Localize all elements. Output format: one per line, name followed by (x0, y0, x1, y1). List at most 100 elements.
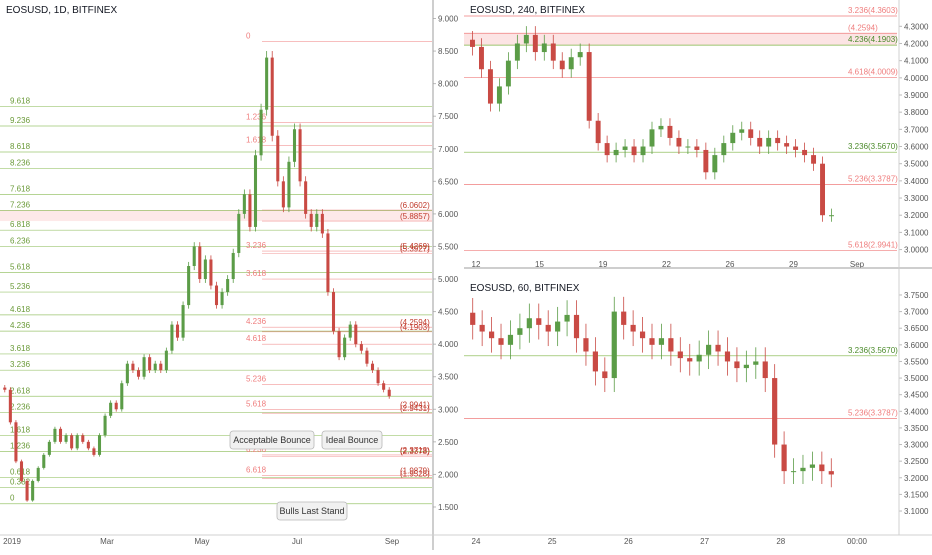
candle-body (809, 464, 816, 468)
time-tick-label: 2019 (3, 537, 21, 546)
callout-box (276, 501, 348, 521)
title-1h: EOSUSD, 60, BITFINEX (470, 283, 580, 294)
price-tick-label: 9.000 (438, 15, 459, 24)
price-tick-label: 8.000 (438, 80, 459, 89)
candle-body (81, 435, 85, 442)
time-tick-label: 15 (535, 260, 544, 269)
time-tick-label: 27 (700, 537, 709, 546)
fib-level-label-red: 4.236 (246, 317, 267, 326)
price-tick-label: 5.000 (438, 275, 459, 284)
price-tick-label: 3.6500 (904, 324, 929, 333)
candle-body (613, 149, 619, 156)
price-tick-label: 3.6000 (904, 341, 929, 350)
price-tick-label: 3.1500 (904, 490, 929, 499)
candle-body (668, 338, 674, 352)
fib-level-label-red: 4.618 (246, 334, 267, 343)
candle-body (611, 311, 617, 379)
fib-level-label: 8.236 (10, 158, 31, 167)
candle-body (470, 39, 475, 47)
price-tick-label: 3.2500 (904, 457, 929, 466)
fib-level-label: 3.618 (10, 344, 31, 353)
candle-body (604, 143, 610, 156)
candle-body (53, 428, 57, 442)
fib-level-label-red: 1.236 (246, 113, 267, 122)
price-tick-label: 4.0000 (904, 74, 929, 83)
candle-body (772, 378, 778, 445)
time-tick-label: 22 (662, 260, 671, 269)
candle-body (577, 52, 583, 58)
candle-body (259, 109, 263, 156)
candle-body (70, 435, 74, 449)
price-tick-label: 3.500 (438, 373, 459, 382)
price-tick-label: 6.000 (438, 210, 459, 219)
time-tick-label: May (194, 537, 209, 546)
candle-body (631, 146, 637, 156)
price-tick-label: 2.500 (438, 438, 459, 447)
candle-body (800, 467, 806, 472)
candle-body (592, 351, 598, 372)
price-tick-label: 3.5500 (904, 357, 929, 366)
price-tick-label: 3.000 (438, 405, 459, 414)
fib-level-price: (4.1903) (400, 323, 430, 332)
fib-level-label: 4.618 (10, 305, 31, 314)
candle-body (479, 324, 485, 332)
fib-level-label-red: 5.618 (246, 399, 267, 408)
candle-body (790, 471, 797, 473)
candle-body (320, 213, 324, 234)
fib-level-price: (2.3713) (400, 446, 430, 455)
fib-level-label-red: 0 (246, 31, 251, 40)
price-tick-label: 1.500 (438, 503, 459, 512)
candle-body (649, 338, 655, 345)
candle-body (175, 324, 180, 338)
candle-body (694, 146, 700, 150)
price-tick-label: 7.500 (438, 112, 459, 121)
panel-1h: 3.7500 3.7000 3.6500 3.6000 3.5500 3.5000 3.45… (464, 291, 929, 546)
resistance-zone (464, 33, 897, 46)
candle-body (192, 246, 196, 266)
fib-level-price: (2.9941) (400, 400, 430, 409)
candle-body (541, 43, 547, 53)
candle-body (505, 60, 511, 87)
candle-body (131, 363, 135, 371)
candle-body (559, 60, 565, 70)
candle-body (602, 371, 608, 379)
candle-body (287, 161, 291, 208)
candle-body (621, 311, 627, 325)
candle-body (514, 43, 520, 61)
candle-body (820, 163, 826, 216)
candle-body (550, 43, 556, 61)
candle-body (187, 266, 191, 306)
candle-body (237, 213, 241, 253)
fib-level-label-red: 3.618 (246, 269, 267, 278)
price-tick-label: 4.2000 (904, 39, 929, 48)
candle-body (564, 314, 570, 322)
candle-body (478, 46, 484, 70)
callout-label: Bulls Last Stand (279, 506, 344, 516)
candle-body (703, 149, 709, 173)
price-tick-label: 3.7000 (904, 125, 929, 134)
candle-body (743, 364, 749, 369)
candle-body (526, 318, 532, 329)
price-tick-label: 3.5000 (904, 160, 929, 169)
candle-body (640, 146, 646, 156)
candle-body (706, 344, 712, 355)
candle-body (159, 363, 163, 371)
candle-body (270, 57, 274, 136)
candle-body (331, 292, 336, 332)
candle-body (42, 454, 46, 468)
price-tick-label: 3.3500 (904, 424, 929, 433)
candle-body (517, 328, 523, 335)
fib-level-label: 6.818 (10, 220, 31, 229)
candle-body (676, 137, 682, 147)
candle-body (802, 149, 808, 156)
price-tick-label: 4.500 (438, 308, 459, 317)
fib-level-label: 6.236 (10, 236, 31, 245)
candle-body (498, 338, 504, 345)
candle-body (337, 331, 341, 358)
candle-body (811, 155, 817, 164)
candle-body (164, 350, 168, 371)
fib-level-price: (2.3378) (400, 447, 430, 456)
candle-body (315, 213, 319, 227)
candle-body (198, 246, 202, 280)
candle-body (343, 337, 347, 358)
